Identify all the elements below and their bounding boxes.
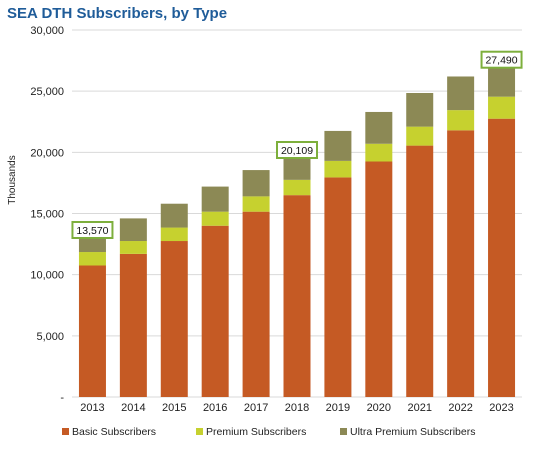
y-tick-label: 20,000 [30,147,64,159]
total-annotation: 20,109 [276,140,318,159]
x-tick-label: 2023 [489,402,513,414]
bar-segment [324,130,352,161]
bar-segment [242,196,270,212]
bar-segment [283,179,311,196]
bar-segment [160,241,188,397]
bar-segment [201,225,229,397]
bar-segment [447,110,475,131]
bar-segment [119,218,147,242]
bar-segment [406,145,434,397]
annotation-box [480,50,523,69]
bar-segment [201,186,229,212]
y-tick-label: 10,000 [30,270,64,282]
x-tick-label: 2019 [326,402,350,414]
bar-segment [365,143,393,162]
total-annotation: 27,490 [480,50,523,69]
legend-label: Basic Subscribers [72,426,156,438]
y-axis-label: Thousands [7,155,18,204]
x-tick-label: 2015 [162,402,186,414]
bar-segment [119,253,147,397]
legend-swatch [62,428,69,435]
x-tick-label: 2014 [121,402,145,414]
y-axis-ticks: - 5,000 10,000 15,000 20,000 25,000 30,000 [30,25,64,404]
x-tick-label: 2022 [448,402,472,414]
legend-item: Ultra Premium Subscribers [340,426,475,438]
legend-swatch [340,428,347,435]
total-annotations: 13,570 20,109 27,490 [71,50,523,239]
bar-segment [78,265,106,397]
bar-segment [119,241,147,254]
bar-segment [324,177,352,397]
bar-segment [406,93,434,127]
x-tick-label: 2021 [407,402,431,414]
bar-segment [201,211,229,226]
legend-swatch [196,428,203,435]
bar-segment [365,111,393,144]
bar-segment [242,170,270,197]
annotation-label: 27,490 [485,55,517,67]
legend-item: Premium Subscribers [196,426,306,438]
bar-segment [365,161,393,397]
y-tick-label: - [60,392,64,404]
x-tick-label: 2016 [203,402,227,414]
bar-segment [488,118,516,398]
bar-segment [324,160,352,178]
bar-segment [283,195,311,397]
bar-segment [406,126,434,146]
x-tick-label: 2013 [80,402,104,414]
bar-segment [447,130,475,397]
y-tick-label: 25,000 [30,86,64,98]
legend: Basic Subscribers Premium Subscribers Ultr… [62,426,475,438]
legend-item: Basic Subscribers [62,426,156,438]
bar-segment [160,203,188,228]
total-annotation: 13,570 [71,220,114,239]
bar-segment [160,227,188,242]
bar-segment [447,76,475,111]
bar-segment [488,96,516,119]
x-axis-ticks: 2013 2014 2015 2016 2017 2018 2019 2020 2021 2022… [80,402,514,414]
x-tick-label: 2018 [285,402,309,414]
y-tick-label: 15,000 [30,209,64,221]
y-tick-label: 30,000 [30,25,64,37]
chart-title: SEA DTH Subscribers, by Type [7,5,227,22]
x-tick-label: 2017 [244,402,268,414]
legend-label: Premium Subscribers [206,426,306,438]
bar-segment [78,252,106,266]
annotation-box [276,140,318,159]
bars [78,60,516,398]
bar-segment [242,211,270,397]
y-tick-label: 5,000 [36,331,64,343]
annotation-label: 13,570 [76,225,108,237]
legend-label: Ultra Premium Subscribers [350,426,475,438]
x-tick-label: 2020 [367,402,391,414]
annotation-box [71,220,114,239]
annotation-label: 20,109 [281,145,313,157]
